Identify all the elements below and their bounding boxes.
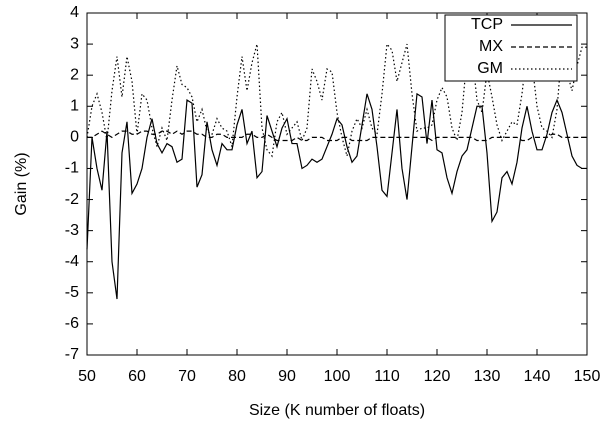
x-tick-label: 150 xyxy=(574,368,601,385)
y-tick-label: -5 xyxy=(65,284,79,301)
y-tick-label: -3 xyxy=(65,222,79,239)
x-tick-label: 140 xyxy=(524,368,551,385)
series-line xyxy=(86,42,587,158)
y-tick-label: -7 xyxy=(65,346,79,363)
y-tick-label: -6 xyxy=(65,315,79,332)
legend-label: GM xyxy=(477,60,503,77)
y-tick-label: -4 xyxy=(65,253,79,270)
x-tick-label: 110 xyxy=(374,368,400,385)
legend-box xyxy=(444,14,578,82)
x-tick-label: 120 xyxy=(424,368,451,385)
y-tick-label: 1 xyxy=(70,97,79,114)
x-tick-label: 90 xyxy=(278,368,296,385)
legend-label: MX xyxy=(479,38,503,55)
y-tick-label: 3 xyxy=(70,35,79,52)
x-tick-label: 70 xyxy=(178,368,196,385)
x-tick-label: 60 xyxy=(128,368,146,385)
y-tick-label: 4 xyxy=(70,4,79,21)
y-tick-label: 0 xyxy=(70,129,79,146)
y-tick-label: -2 xyxy=(65,191,79,208)
x-axis-label: Size (K number of floats) xyxy=(249,402,425,419)
legend-label: TCP xyxy=(471,16,503,33)
y-axis-label: Gain (%) xyxy=(13,152,30,215)
y-tick-label: -1 xyxy=(65,160,79,177)
x-tick-label: 100 xyxy=(324,368,351,385)
plot-frame xyxy=(86,12,588,356)
series-line xyxy=(86,92,587,300)
x-tick-label: 50 xyxy=(78,368,96,385)
x-tick-label: 80 xyxy=(228,368,246,385)
x-tick-label: 130 xyxy=(474,368,501,385)
y-tick-label: 2 xyxy=(70,66,79,83)
series-line xyxy=(87,130,587,142)
